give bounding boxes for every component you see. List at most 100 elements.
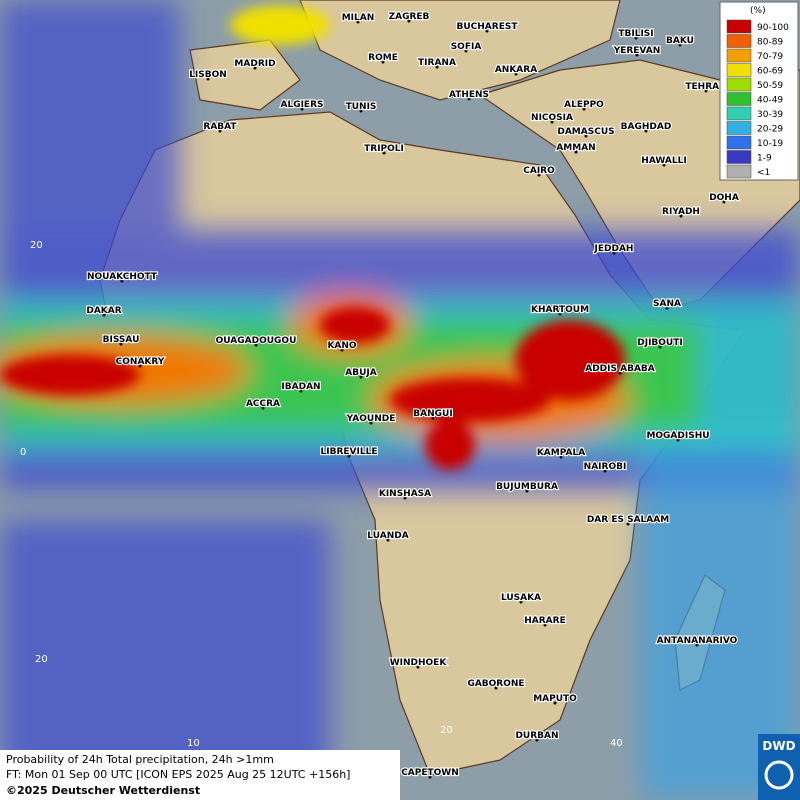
city-dot: [635, 53, 639, 57]
legend-swatch: [726, 34, 752, 48]
city-dot: [356, 20, 360, 24]
city-dot: [658, 345, 662, 349]
precip-max: [390, 378, 550, 422]
precipitation-max: [0, 5, 625, 470]
city-dot: [253, 66, 257, 70]
city-label: WINDHOEK: [390, 658, 448, 668]
logo: DWD: [758, 734, 800, 800]
city-label: MOGADISHU: [646, 431, 709, 441]
city-dot: [603, 469, 607, 473]
city-label: CONAKRY: [116, 357, 165, 367]
legend: (%) 90-100 80-89 70-79 60-69 50-59 40-49 30-39…: [719, 1, 799, 181]
city-label: DJIBOUTI: [637, 338, 682, 348]
city-label: LUANDA: [367, 531, 408, 541]
logo-text: DWD: [762, 739, 795, 753]
city-label: ZAGREB: [389, 12, 430, 22]
city-dot: [340, 348, 344, 352]
city-dot: [644, 129, 648, 133]
city-label: BUJUMBURA: [496, 482, 558, 492]
footer-line: FT: Mon 01 Sep 00 UTC [ICON EPS 2025 Aug…: [6, 768, 350, 781]
city-label: DURBAN: [515, 731, 558, 741]
city-label: KHARTOUM: [531, 305, 589, 315]
city-dot: [218, 129, 222, 133]
legend-swatch: [726, 63, 752, 77]
city-dot: [485, 29, 489, 33]
city-dot: [634, 36, 638, 40]
legend-label: 10-19: [757, 139, 783, 149]
city-dot: [403, 496, 407, 500]
city-dot: [347, 454, 351, 458]
city-dot: [435, 65, 439, 69]
city-label: YEREVAN: [613, 46, 661, 56]
footer-line: Probability of 24h Total precipitation, …: [6, 753, 274, 766]
legend-label: 70-79: [757, 52, 783, 62]
city-dot: [120, 279, 124, 283]
city-dot: [464, 49, 468, 53]
legend-swatch: [726, 92, 752, 106]
city-label: CAPETOWN: [401, 768, 459, 778]
city-label: CAIRO: [523, 166, 555, 176]
legend-label: 60-69: [757, 67, 783, 77]
footer: Probability of 24h Total precipitation, …: [0, 750, 400, 800]
city-dot: [676, 438, 680, 442]
precip-max: [320, 307, 390, 343]
city-dot: [300, 107, 304, 111]
city-label: LISBON: [189, 70, 227, 80]
city-dot: [494, 686, 498, 690]
legend-swatch: [726, 48, 752, 63]
city-label: BAKU: [666, 36, 694, 46]
legend-items: 90-100 80-89 70-79 60-69 50-59 40-49 30-39 20-2…: [726, 19, 789, 179]
city-label: ABUJA: [345, 368, 376, 378]
city-dot: [369, 421, 373, 425]
city-label: HAWALLI: [641, 156, 686, 166]
city-dot: [553, 701, 557, 705]
city-dot: [359, 109, 363, 113]
city-label: BANGUI: [413, 409, 452, 419]
grid-label: 20: [30, 240, 43, 251]
city-label: DAMASCUS: [557, 127, 614, 137]
city-dot: [550, 120, 554, 124]
city-label: NICOSIA: [531, 113, 573, 123]
city-label: MILAN: [342, 13, 375, 23]
city-dot: [254, 343, 258, 347]
city-dot: [138, 364, 142, 368]
precip-max: [515, 320, 625, 400]
city-dot: [582, 107, 586, 111]
city-label: NOUAKCHOTT: [87, 272, 158, 282]
city-label: KANO: [327, 341, 356, 351]
city-label: MADRID: [234, 59, 275, 69]
legend-swatch: [726, 150, 752, 164]
city-label: HARARE: [524, 616, 565, 626]
city-dot: [431, 416, 435, 420]
city-label: YAOUNDE: [346, 414, 396, 424]
city-label: KINSHASA: [379, 489, 431, 499]
footer-box: [0, 750, 400, 800]
city-dot: [359, 375, 363, 379]
city-label: AMMAN: [556, 143, 595, 153]
precip-max: [0, 355, 140, 395]
legend-label: 30-39: [757, 110, 783, 120]
europe: [299, 0, 621, 101]
legend-label: 50-59: [757, 81, 783, 91]
city-label: JEDDAH: [594, 244, 634, 254]
grid-label: 10: [187, 738, 200, 749]
legend-swatch: [726, 121, 752, 135]
city-label: ACCRA: [246, 399, 280, 409]
precip-low: [0, 0, 180, 230]
city-dot: [559, 455, 563, 459]
city-dot: [525, 489, 529, 493]
city-dot: [543, 623, 547, 627]
city-label: BISSAU: [103, 335, 140, 345]
city-label: ROME: [368, 53, 398, 63]
legend-label: 1-9: [757, 154, 772, 164]
city-dot: [261, 406, 265, 410]
city-dot: [695, 643, 699, 647]
city-label: TUNIS: [346, 102, 377, 112]
city-label: TIRANA: [418, 58, 456, 68]
legend-label: <1: [757, 168, 770, 178]
city-dot: [407, 19, 411, 23]
city-label: TEHRAN: [685, 82, 726, 92]
logo-icon: [764, 760, 794, 790]
city-label: LUSAKA: [501, 593, 541, 603]
city-label: OUAGADOUGOU: [216, 336, 297, 346]
